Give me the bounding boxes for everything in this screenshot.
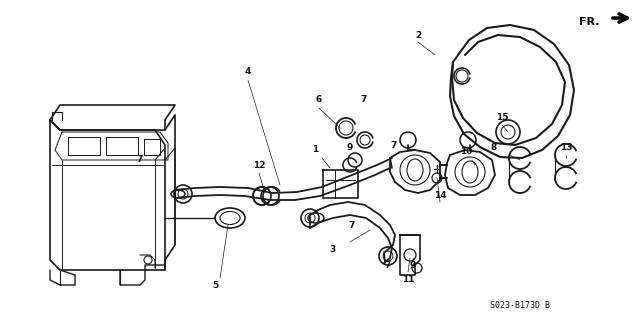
Text: 14: 14 [434,190,446,199]
Text: 7: 7 [391,140,397,150]
Text: FR.: FR. [579,17,600,27]
Text: 4: 4 [245,68,251,77]
Text: 7: 7 [137,155,143,165]
Text: 2: 2 [415,31,421,40]
Text: 1: 1 [312,145,318,154]
Text: 12: 12 [253,160,265,169]
Text: 9: 9 [347,144,353,152]
Text: 8: 8 [491,144,497,152]
Text: 7: 7 [349,220,355,229]
Text: S023-B173D B: S023-B173D B [490,300,550,309]
Text: 3: 3 [329,246,335,255]
Text: 5: 5 [212,280,218,290]
Text: 10: 10 [460,147,472,157]
Text: 6: 6 [316,95,322,105]
Text: 11: 11 [402,276,414,285]
Text: 7: 7 [361,95,367,105]
Text: 7: 7 [385,261,391,270]
Text: 9: 9 [410,261,416,270]
Text: 15: 15 [496,114,508,122]
Text: 13: 13 [560,144,572,152]
